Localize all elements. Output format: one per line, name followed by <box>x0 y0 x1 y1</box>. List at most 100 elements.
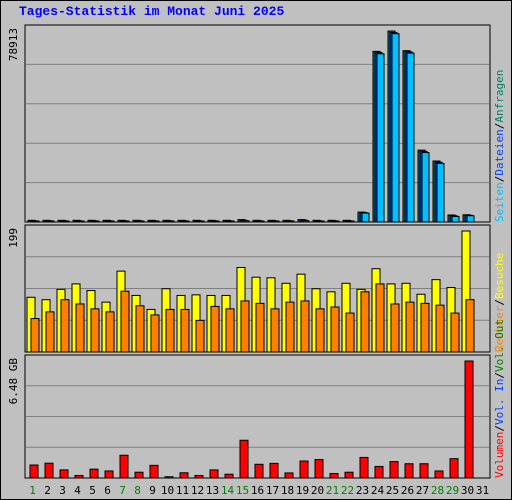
bottom-bar-volumen-day-25 <box>389 461 399 479</box>
top-bar-seiten-day-10 <box>166 220 175 223</box>
top-bar-seiten-day-9 <box>151 220 160 223</box>
legend-seiten: Seiten <box>493 182 506 222</box>
middle-bar-rechner-day-9 <box>150 314 160 353</box>
x-label-day-25: 25 <box>386 484 399 497</box>
x-label-day-1: 1 <box>29 484 36 497</box>
top-legend: Seiten/Dateien/Anfragen <box>493 70 506 222</box>
legend-volumen: Volumen <box>493 432 506 478</box>
bottom-bar-volumen-day-13 <box>209 469 219 479</box>
bottom-bar-volumen-day-15 <box>239 439 249 479</box>
legend-separator: / <box>493 176 506 183</box>
middle-bar-rechner-day-28 <box>435 304 445 353</box>
x-label-day-29: 29 <box>446 484 459 497</box>
x-label-day-28: 28 <box>431 484 444 497</box>
legend-separator: / <box>493 299 506 306</box>
top-bar-seiten-day-27 <box>421 152 430 223</box>
legend-vol-in: Vol. In <box>493 379 506 425</box>
bottom-bar-volumen-day-17 <box>269 462 279 479</box>
x-label-day-3: 3 <box>59 484 66 497</box>
middle-ymax-label: 199 <box>7 228 20 248</box>
legend-besuche: Besuche <box>493 253 506 299</box>
middle-bar-rechner-day-3 <box>60 299 70 353</box>
top-bar-seiten-day-4 <box>76 220 85 223</box>
top-bar-seiten-day-2 <box>46 220 55 223</box>
middle-legend: Rechner/Besuche <box>493 253 506 352</box>
middle-bar-rechner-day-24 <box>375 283 385 353</box>
bottom-bar-volumen-day-6 <box>104 470 114 479</box>
x-label-day-14: 14 <box>221 484 235 497</box>
x-label-day-21: 21 <box>326 484 339 497</box>
bottom-bar-volumen-day-11 <box>179 472 189 479</box>
top-bar-seiten-day-12 <box>196 220 205 223</box>
x-label-day-13: 13 <box>206 484 219 497</box>
x-label-day-17: 17 <box>266 484 279 497</box>
x-label-day-4: 4 <box>74 484 81 497</box>
x-label-day-6: 6 <box>104 484 111 497</box>
x-label-day-18: 18 <box>281 484 294 497</box>
x-label-day-10: 10 <box>161 484 174 497</box>
top-bar-seiten-day-15 <box>241 220 250 223</box>
bottom-bar-volumen-day-30 <box>464 360 474 479</box>
bottom-bar-volumen-day-10 <box>164 476 174 479</box>
bottom-bar-volumen-day-5 <box>89 468 99 479</box>
top-ymax-label: 78913 <box>7 28 20 61</box>
legend-separator: / <box>493 123 506 130</box>
middle-bar-rechner-day-2 <box>45 311 55 353</box>
top-bar-seiten-day-18 <box>286 220 295 223</box>
x-label-day-9: 9 <box>149 484 156 497</box>
x-label-day-31: 31 <box>476 484 489 497</box>
middle-bar-rechner-day-21 <box>330 306 340 353</box>
top-bar-seiten-day-16 <box>256 220 265 223</box>
x-label-day-22: 22 <box>341 484 354 497</box>
middle-bar-rechner-day-23 <box>360 291 370 353</box>
bottom-bar-volumen-day-27 <box>419 463 429 479</box>
bottom-bar-volumen-day-16 <box>254 463 264 479</box>
middle-bar-rechner-day-30 <box>465 299 475 353</box>
x-label-day-12: 12 <box>191 484 204 497</box>
bottom-bar-volumen-day-2 <box>44 462 54 479</box>
top-bar-seiten-day-14 <box>226 220 235 223</box>
top-bar-seiten-day-1 <box>31 220 40 223</box>
x-label-day-23: 23 <box>356 484 369 497</box>
bottom-bar-volumen-day-19 <box>299 460 309 479</box>
middle-bar-rechner-day-4 <box>75 303 85 353</box>
middle-bar-rechner-day-1 <box>30 318 40 353</box>
bottom-bar-volumen-day-8 <box>134 471 144 479</box>
x-label-day-5: 5 <box>89 484 96 497</box>
middle-bar-rechner-day-18 <box>285 301 295 353</box>
top-bar-seiten-day-22 <box>346 220 355 223</box>
bottom-bar-volumen-day-20 <box>314 459 324 479</box>
bottom-bar-volumen-day-9 <box>149 464 159 479</box>
middle-bar-rechner-day-15 <box>240 300 250 353</box>
middle-bar-rechner-day-8 <box>135 305 145 353</box>
legend-anfragen: Anfragen <box>493 70 506 123</box>
top-bar-seiten-day-26 <box>406 52 415 223</box>
top-bar-seiten-day-21 <box>331 220 340 223</box>
x-label-day-24: 24 <box>371 484 385 497</box>
bottom-bar-volumen-day-7 <box>119 454 129 479</box>
x-label-day-19: 19 <box>296 484 309 497</box>
middle-bar-rechner-day-6 <box>105 311 115 353</box>
bottom-legend: Volumen/Vol. In/Vol. Out <box>493 319 506 478</box>
top-bar-seiten-day-3 <box>61 220 70 223</box>
x-label-day-27: 27 <box>416 484 429 497</box>
bottom-ymax-label: 6.48 GB <box>7 358 20 405</box>
x-label-day-11: 11 <box>176 484 189 497</box>
bottom-bar-volumen-day-12 <box>194 474 204 479</box>
middle-bar-rechner-day-13 <box>210 305 220 353</box>
top-bar-seiten-day-23 <box>361 212 370 223</box>
bottom-bar-volumen-day-26 <box>404 463 414 479</box>
bottom-bar-volumen-day-21 <box>329 472 339 479</box>
middle-bar-rechner-day-29 <box>450 312 460 353</box>
top-bar-seiten-day-13 <box>211 220 220 223</box>
bottom-bar-volumen-day-3 <box>59 469 69 479</box>
middle-bar-rechner-day-26 <box>405 301 415 353</box>
top-bar-seiten-day-25 <box>391 33 400 223</box>
top-bar-seiten-day-28 <box>436 162 445 223</box>
top-bar-seiten-day-24 <box>376 53 385 223</box>
bottom-bar-volumen-day-22 <box>344 471 354 479</box>
top-bar-seiten-day-19 <box>301 220 310 223</box>
x-label-day-8: 8 <box>134 484 141 497</box>
legend-dateien: Dateien <box>493 129 506 175</box>
x-label-day-15: 15 <box>236 484 249 497</box>
